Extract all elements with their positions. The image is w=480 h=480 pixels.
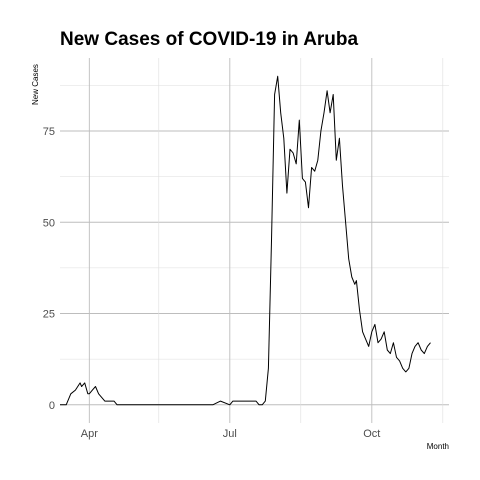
axis-ticks: 0 25 50 75 Apr Jul Oct [43,126,381,440]
grid [60,58,449,423]
y-axis-title: New Cases [31,64,40,105]
series-line [60,75,431,406]
x-tick-label: Oct [363,428,380,440]
x-axis-title: Month [427,442,449,451]
y-tick-label: 0 [49,400,55,412]
chart-title: New Cases of COVID-19 in Aruba [60,29,359,50]
x-tick-label: Jul [223,428,237,440]
y-tick-label: 25 [43,309,55,321]
x-tick-label: Apr [81,428,98,440]
y-tick-label: 50 [43,217,55,229]
y-tick-label: 75 [43,126,55,138]
